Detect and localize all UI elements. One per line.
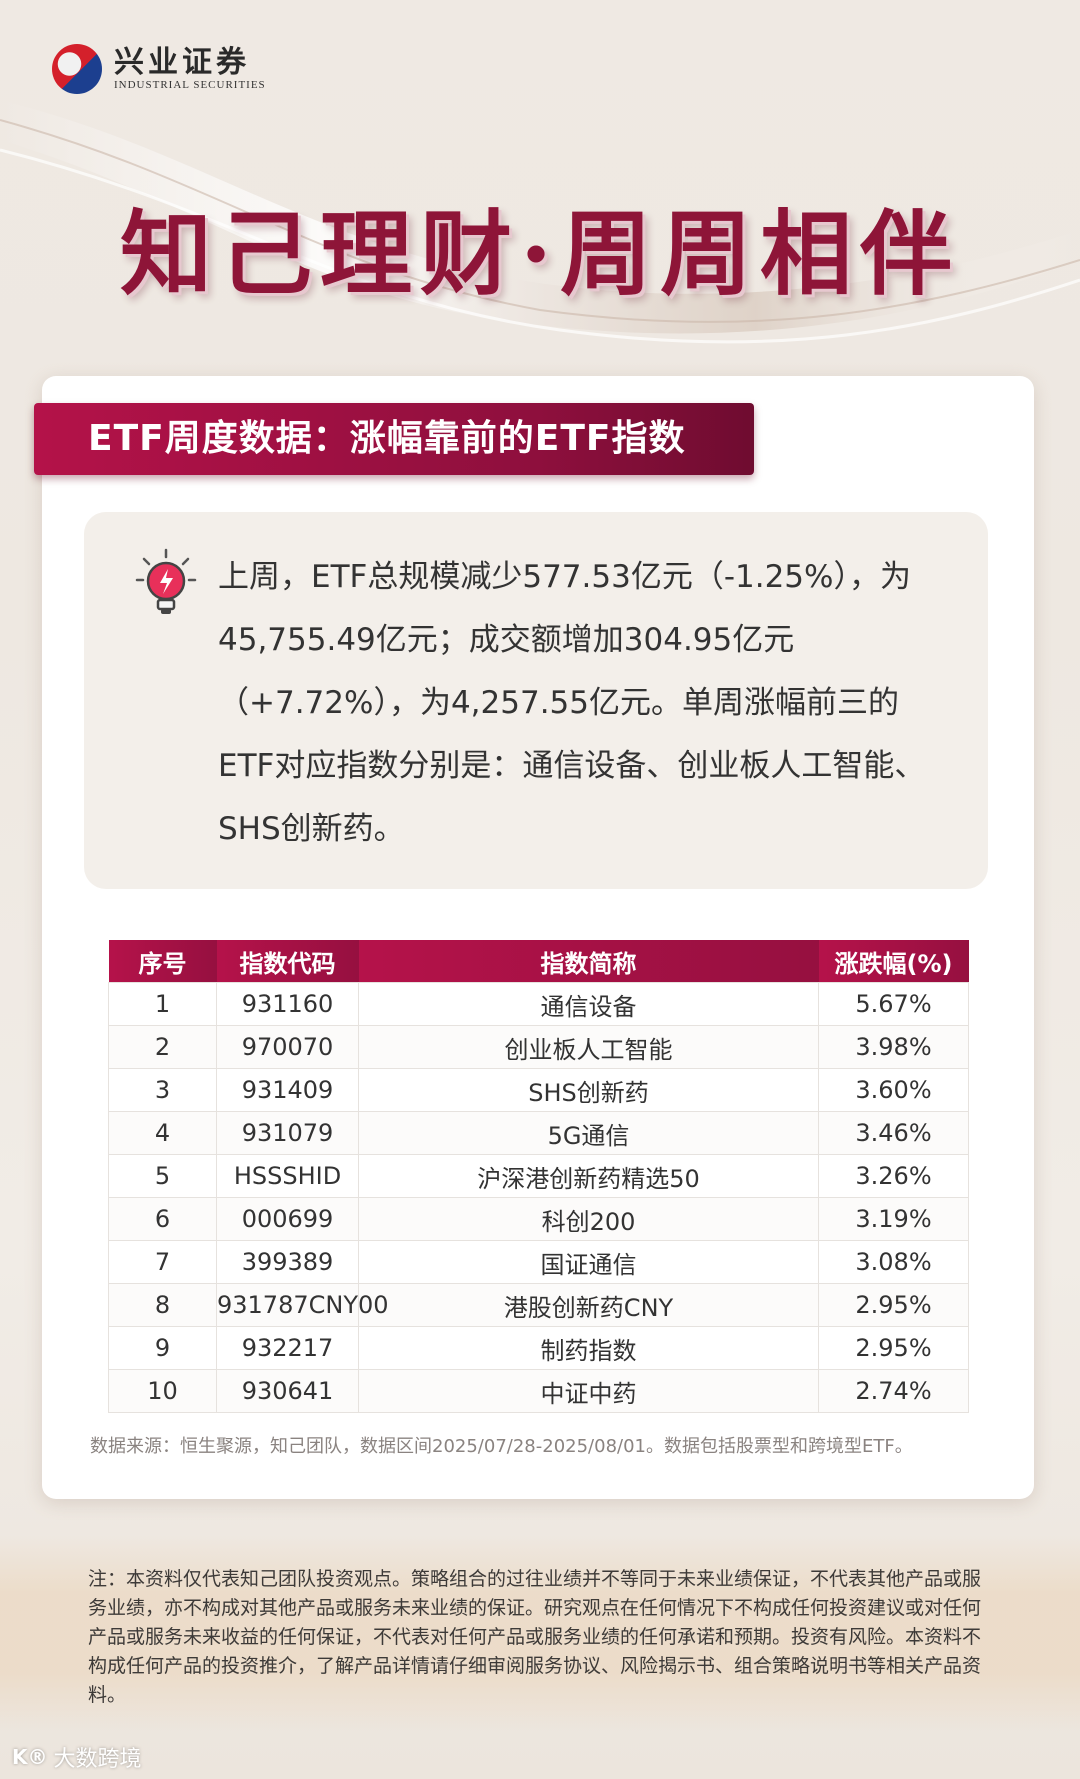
- change-cell: 5.67%: [818, 982, 969, 1026]
- code-cell: 931787CNY00: [216, 1283, 389, 1327]
- code-cell: 000699: [216, 1197, 359, 1241]
- table-row: 9 932217 制药指数 2.95%: [108, 1326, 969, 1370]
- index-name-cell: 沪深港创新药精选50: [358, 1154, 819, 1198]
- table-row: 8 931787CNY00 港股创新药CNY 2.95%: [108, 1283, 969, 1327]
- table-row: 4 931079 5G通信 3.46%: [108, 1111, 969, 1155]
- rank-cell: 3: [108, 1068, 217, 1112]
- page-headline: 知己理财·周周相伴: [119, 200, 961, 308]
- brand-logo-icon: [52, 44, 102, 94]
- code-cell: 931079: [216, 1111, 359, 1155]
- column-header-rank: 序号: [108, 940, 217, 983]
- table-row: 1 931160 通信设备 5.67%: [108, 982, 969, 1026]
- column-header-code: 指数代码: [216, 940, 359, 983]
- rank-cell: 5: [108, 1154, 217, 1198]
- index-name-cell: 中证中药: [358, 1369, 819, 1413]
- disclaimer-background: [0, 1535, 1080, 1731]
- index-name-cell: 通信设备: [358, 982, 819, 1026]
- column-header-name: 指数简称: [358, 940, 819, 983]
- change-cell: 2.95%: [818, 1283, 969, 1327]
- rank-cell: 4: [108, 1111, 217, 1155]
- code-cell: 931409: [216, 1068, 359, 1112]
- index-name-cell: 制药指数: [358, 1326, 819, 1370]
- code-cell: 930641: [216, 1369, 359, 1413]
- change-cell: 2.74%: [818, 1369, 969, 1413]
- summary-box: [84, 512, 988, 889]
- section-banner: ETF周度数据：涨幅靠前的ETF指数: [34, 403, 754, 475]
- code-cell: 399389: [216, 1240, 359, 1284]
- rank-cell: 10: [108, 1369, 217, 1413]
- table-header-row: 序号 指数代码 指数简称 涨跌幅(%): [108, 940, 969, 983]
- rank-cell: 7: [108, 1240, 217, 1284]
- watermark-text: 大数跨境: [53, 1747, 142, 1772]
- table-row: 6 000699 科创200 3.19%: [108, 1197, 969, 1241]
- table-row: 7 399389 国证通信 3.08%: [108, 1240, 969, 1284]
- banner-title: ETF周度数据：涨幅靠前的ETF指数: [88, 418, 686, 459]
- brand-logo: 兴业证券 INDUSTRIAL SECURITIES: [52, 44, 266, 94]
- code-cell: 931160: [216, 982, 359, 1026]
- index-name-cell: SHS创新药: [358, 1068, 819, 1112]
- rank-cell: 9: [108, 1326, 217, 1370]
- etf-index-table: 序号 指数代码 指数简称 涨跌幅(%) 1 931160 通信设备 5.67% 2 97…: [108, 940, 969, 1413]
- disclaimer-text: 注：本资料仅代表知己团队投资观点。策略组合的过往业绩并不等同于未来业绩保证，不代…: [88, 1568, 982, 1706]
- change-cell: 2.95%: [818, 1326, 969, 1370]
- index-name-cell: 港股创新药CNY: [358, 1283, 819, 1327]
- code-cell: HSSSHID: [216, 1154, 359, 1198]
- index-name-cell: 科创200: [358, 1197, 819, 1241]
- watermark-logo-icon: K®: [12, 1745, 48, 1769]
- change-cell: 3.60%: [818, 1068, 969, 1112]
- change-cell: 3.26%: [818, 1154, 969, 1198]
- index-name-cell: 国证通信: [358, 1240, 819, 1284]
- data-source-note: 数据来源：恒生聚源，知己团队，数据区间2025/07/28-2025/08/01…: [90, 1436, 913, 1457]
- rank-cell: 2: [108, 1025, 217, 1069]
- change-cell: 3.98%: [818, 1025, 969, 1069]
- change-cell: 3.08%: [818, 1240, 969, 1284]
- table-row: 3 931409 SHS创新药 3.60%: [108, 1068, 969, 1112]
- brand-name-cn: 兴业证券: [114, 45, 250, 80]
- brand-name-en: INDUSTRIAL SECURITIES: [114, 79, 266, 91]
- code-cell: 970070: [216, 1025, 359, 1069]
- summary-text: 上周，ETF总规模减少577.53亿元（-1.25%），为45,755.49亿元…: [218, 559, 926, 847]
- index-name-cell: 5G通信: [358, 1111, 819, 1155]
- column-header-change: 涨跌幅(%): [818, 940, 969, 983]
- table-row: 5 HSSSHID 沪深港创新药精选50 3.26%: [108, 1154, 969, 1198]
- change-cell: 3.19%: [818, 1197, 969, 1241]
- watermark: K® 大数跨境: [12, 1741, 142, 1773]
- index-name-cell: 创业板人工智能: [358, 1025, 819, 1069]
- table-row: 2 970070 创业板人工智能 3.98%: [108, 1025, 969, 1069]
- code-cell: 932217: [216, 1326, 359, 1370]
- rank-cell: 6: [108, 1197, 217, 1241]
- lightbulb-icon: [135, 548, 197, 614]
- rank-cell: 8: [108, 1283, 217, 1327]
- rank-cell: 1: [108, 982, 217, 1026]
- change-cell: 3.46%: [818, 1111, 969, 1155]
- table-row: 10 930641 中证中药 2.74%: [108, 1369, 969, 1413]
